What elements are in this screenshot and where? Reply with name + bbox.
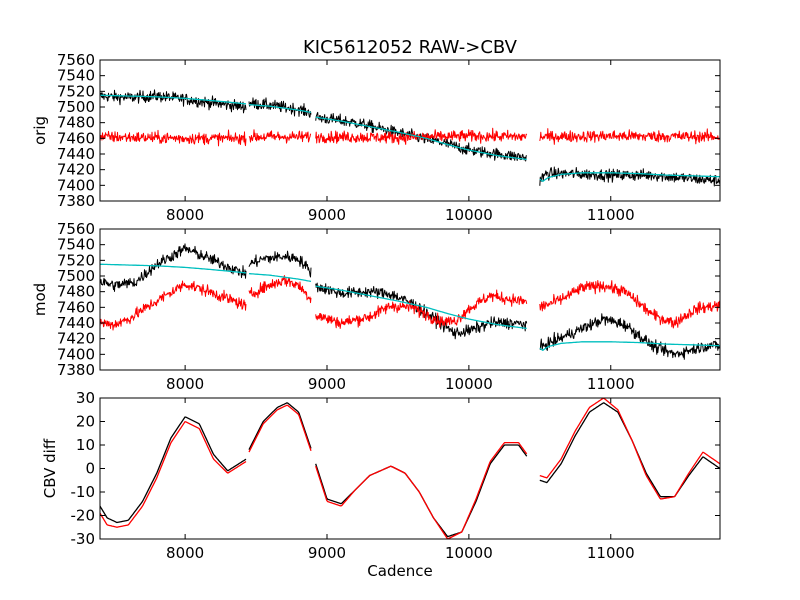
chart-title: KIC5612052 RAW->CBV [303, 37, 518, 58]
bottom-ytick-label: 20 [76, 413, 95, 431]
top-xtick-label: 11000 [587, 206, 635, 224]
top-xtick-label: 10000 [445, 206, 493, 224]
bottom-xtick-label: 11000 [587, 544, 635, 562]
middle-ytick-label: 7480 [57, 283, 95, 301]
top-ytick-label: 7520 [57, 82, 95, 100]
bottom-xtick-label: 8000 [166, 544, 204, 562]
top-plot-area [100, 89, 720, 187]
top-series-black-line [100, 89, 720, 187]
middle-ytick-label: 7420 [57, 330, 95, 348]
top-ylabel: orig [31, 116, 49, 145]
middle-axes-frame [99, 228, 721, 371]
middle-xtick-label: 10000 [445, 375, 493, 393]
bottom-series-red-line [100, 398, 720, 539]
top-ytick-label: 7460 [57, 129, 95, 147]
top-panel: 8000 9000 10000 11000 7380740074207440746074… [31, 51, 721, 224]
bottom-ytick-label: -30 [71, 530, 96, 548]
bottom-ytick-label: -20 [71, 507, 96, 525]
bottom-xlabel: Cadence [367, 562, 432, 580]
middle-plot-area [100, 243, 720, 360]
bottom-ytick-label: 0 [85, 460, 95, 478]
bottom-ylabel: CBV diff [41, 438, 59, 498]
subplots: 8000 9000 10000 110007380740074207440746074… [31, 51, 721, 580]
middle-panel: 8000 9000 10000 11000 7380740074207440746074… [31, 220, 721, 393]
top-ytick-label: 7540 [57, 67, 95, 85]
bottom-xtick-label: 10000 [445, 544, 493, 562]
top-ytick-label: 7420 [57, 161, 95, 179]
middle-ytick-label: 7540 [57, 236, 95, 254]
middle-ytick-label: 7440 [57, 314, 95, 332]
bottom-ytick-label: 30 [76, 389, 95, 407]
top-ytick-label: 7380 [57, 192, 95, 210]
bottom-series-black-line [100, 402, 720, 538]
top-axes-frame [99, 59, 721, 202]
top-ytick-label: 7480 [57, 114, 95, 132]
middle-ytick-label: 7400 [57, 345, 95, 363]
top-ytick-label: 7500 [57, 98, 95, 116]
bottom-plot-area [100, 398, 720, 539]
middle-ytick-label: 7520 [57, 251, 95, 269]
middle-ytick-label: 7500 [57, 267, 95, 285]
middle-series-cyan-line [100, 263, 720, 351]
middle-ytick-label: 7460 [57, 298, 95, 316]
middle-xtick-label: 11000 [587, 375, 635, 393]
middle-ylabel: mod [31, 283, 49, 316]
top-ytick-label: 7440 [57, 145, 95, 163]
middle-xtick-label: 8000 [166, 375, 204, 393]
middle-series-black-line [100, 243, 720, 360]
top-ytick-label: 7560 [57, 51, 95, 69]
top-series-red-line [100, 127, 720, 147]
bottom-xtick-label: 9000 [308, 544, 346, 562]
middle-series-red-line [100, 275, 720, 331]
top-ytick-label: 7400 [57, 176, 95, 194]
middle-xtick-label: 9000 [308, 375, 346, 393]
middle-ytick-label: 7560 [57, 220, 95, 238]
top-xtick-label: 8000 [166, 206, 204, 224]
bottom-ytick-label: -10 [71, 483, 96, 501]
middle-ytick-label: 7380 [57, 361, 95, 379]
bottom-panel: 8000 9000 10000 11000 -30 -20 -10 0 10 20 30 CBV di… [41, 389, 721, 580]
bottom-ytick-label: 10 [76, 436, 95, 454]
top-series-cyan-line [100, 94, 720, 182]
top-xtick-label: 9000 [308, 206, 346, 224]
